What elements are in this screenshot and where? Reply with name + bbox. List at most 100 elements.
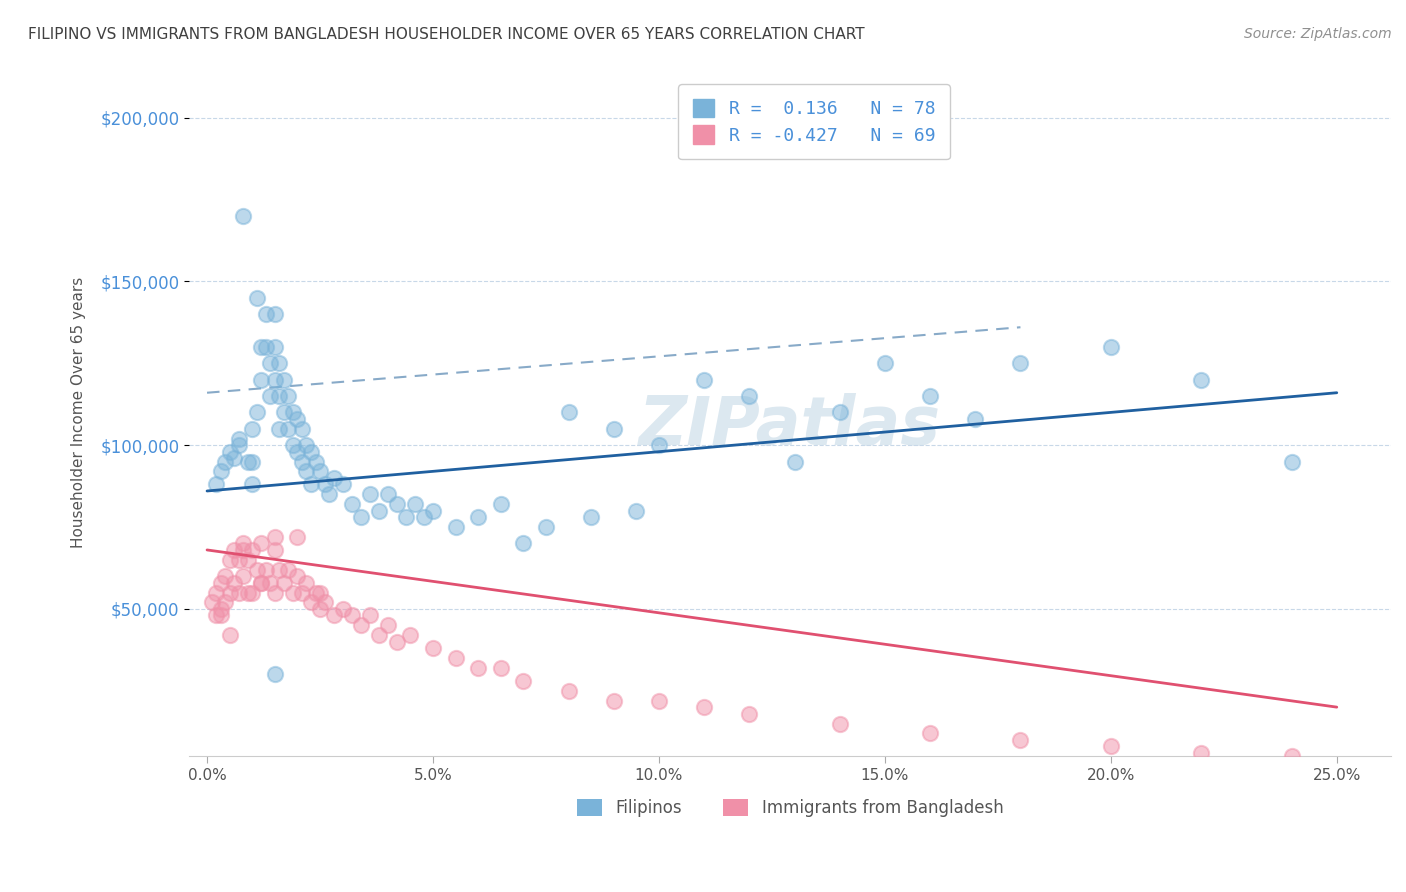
Point — [318, 487, 340, 501]
Point — [291, 454, 314, 468]
Point — [224, 543, 246, 558]
Point — [218, 585, 240, 599]
Point — [399, 628, 422, 642]
Point — [422, 641, 444, 656]
Point — [273, 405, 295, 419]
Point — [291, 585, 314, 599]
Point — [467, 661, 489, 675]
Point — [246, 291, 269, 305]
Point — [232, 569, 254, 583]
Point — [281, 405, 304, 419]
Point — [444, 651, 467, 665]
Point — [224, 575, 246, 590]
Point — [603, 422, 626, 436]
Point — [299, 477, 322, 491]
Point — [277, 563, 299, 577]
Point — [965, 412, 987, 426]
Point — [314, 477, 336, 491]
Point — [269, 389, 291, 403]
Point — [295, 464, 318, 478]
Text: Source: ZipAtlas.com: Source: ZipAtlas.com — [1244, 27, 1392, 41]
Point — [228, 438, 250, 452]
Text: ZIPatlas: ZIPatlas — [638, 393, 941, 459]
Point — [236, 585, 259, 599]
Point — [228, 432, 250, 446]
Point — [377, 618, 399, 632]
Point — [873, 356, 896, 370]
Point — [309, 464, 332, 478]
Point — [232, 209, 254, 223]
Point — [385, 634, 408, 648]
Point — [340, 497, 363, 511]
Point — [291, 422, 314, 436]
Point — [254, 340, 277, 354]
Point — [263, 667, 285, 681]
Point — [693, 700, 716, 714]
Point — [218, 628, 240, 642]
Point — [314, 595, 336, 609]
Point — [263, 530, 285, 544]
Point — [277, 422, 299, 436]
Point — [287, 412, 309, 426]
Point — [287, 569, 309, 583]
Point — [693, 373, 716, 387]
Point — [738, 389, 761, 403]
Point — [263, 307, 285, 321]
Point — [214, 569, 236, 583]
Point — [350, 510, 373, 524]
Point — [828, 716, 851, 731]
Point — [246, 563, 269, 577]
Point — [240, 454, 263, 468]
Point — [309, 602, 332, 616]
Point — [232, 543, 254, 558]
Point — [534, 520, 557, 534]
Point — [269, 422, 291, 436]
Point — [287, 530, 309, 544]
Point — [322, 608, 344, 623]
Point — [209, 608, 232, 623]
Point — [385, 497, 408, 511]
Point — [377, 487, 399, 501]
Point — [200, 595, 222, 609]
Point — [1099, 340, 1122, 354]
Point — [738, 706, 761, 721]
Point — [404, 497, 426, 511]
Point — [254, 563, 277, 577]
Point — [240, 543, 263, 558]
Point — [250, 575, 273, 590]
Point — [263, 585, 285, 599]
Point — [648, 438, 671, 452]
Point — [1281, 749, 1303, 764]
Point — [1010, 356, 1032, 370]
Point — [828, 405, 851, 419]
Point — [648, 693, 671, 707]
Point — [359, 487, 381, 501]
Point — [340, 608, 363, 623]
Point — [269, 563, 291, 577]
Point — [263, 543, 285, 558]
Point — [287, 444, 309, 458]
Point — [367, 503, 389, 517]
Point — [277, 389, 299, 403]
Point — [218, 444, 240, 458]
Point — [489, 497, 512, 511]
Point — [214, 595, 236, 609]
Point — [1010, 732, 1032, 747]
Point — [512, 536, 534, 550]
Legend: Filipinos, Immigrants from Bangladesh: Filipinos, Immigrants from Bangladesh — [569, 792, 1010, 823]
Point — [236, 553, 259, 567]
Point — [224, 451, 246, 466]
Point — [273, 575, 295, 590]
Point — [489, 661, 512, 675]
Point — [240, 585, 263, 599]
Point — [209, 575, 232, 590]
Point — [218, 553, 240, 567]
Point — [422, 503, 444, 517]
Point — [783, 454, 806, 468]
Point — [295, 575, 318, 590]
Point — [228, 553, 250, 567]
Point — [579, 510, 602, 524]
Point — [205, 585, 228, 599]
Point — [232, 536, 254, 550]
Point — [214, 454, 236, 468]
